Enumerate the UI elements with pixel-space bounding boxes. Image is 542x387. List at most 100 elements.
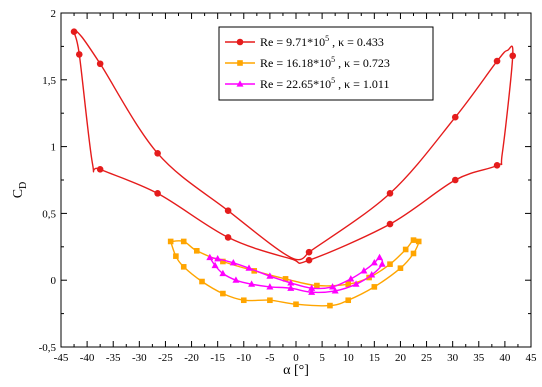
x-tick-label: 25 <box>421 352 433 364</box>
data-point-square <box>180 264 187 270</box>
legend-label: Re = 16.18*105 , κ = 0.723 <box>260 55 390 70</box>
data-point-square <box>314 282 320 289</box>
x-tick-label: -25 <box>158 352 173 364</box>
x-tick-label: 20 <box>395 352 407 364</box>
data-point-triangle <box>308 284 316 291</box>
data-point-square <box>415 238 422 245</box>
series-square <box>167 237 422 309</box>
y-tick-label: 0 <box>51 275 57 287</box>
x-tick-label: 45 <box>526 352 538 364</box>
legend-label: Re = 9.71*105 , κ = 0.433 <box>260 34 384 49</box>
data-point-square <box>345 297 352 304</box>
data-point-triangle <box>352 280 360 287</box>
x-tick-label: 10 <box>343 352 355 364</box>
data-point-square <box>293 301 299 308</box>
series-line <box>73 29 514 264</box>
data-point-triangle <box>232 276 240 283</box>
data-point-square <box>193 248 200 254</box>
series-circle <box>70 28 517 264</box>
data-point-circle <box>96 60 104 68</box>
x-tick-label: -10 <box>236 352 251 364</box>
data-point-triangle <box>266 272 274 279</box>
data-point-triangle <box>211 261 219 269</box>
series-triangle <box>206 253 386 295</box>
data-point-circle <box>305 256 313 264</box>
data-point-triangle <box>347 275 355 282</box>
data-point-triangle <box>206 253 214 261</box>
x-axis-label: α [°] <box>283 363 309 378</box>
data-point-circle <box>236 38 244 46</box>
data-point-square <box>173 253 179 259</box>
data-point-triangle <box>245 264 253 271</box>
data-point-circle <box>386 220 394 228</box>
data-point-circle <box>493 162 501 169</box>
data-point-triangle <box>266 283 274 290</box>
data-point-circle <box>305 248 313 256</box>
data-point-triangle <box>214 255 222 262</box>
x-tick-label: -5 <box>265 352 275 364</box>
data-point-circle <box>386 190 394 197</box>
data-point-circle <box>224 234 232 241</box>
data-point-square <box>237 60 243 66</box>
data-point-circle <box>154 149 161 157</box>
y-tick-label: 0,5 <box>42 208 56 220</box>
data-point-circle <box>224 207 232 215</box>
data-point-triangle <box>360 267 368 274</box>
series-line <box>209 256 384 294</box>
data-point-square <box>371 284 378 290</box>
data-point-triangle <box>229 259 237 266</box>
data-point-triangle <box>287 279 295 286</box>
y-tick-label: 1 <box>51 142 57 154</box>
data-point-square <box>240 297 247 304</box>
x-tick-label: 35 <box>473 352 485 364</box>
data-point-triangle <box>378 260 386 267</box>
data-point-square <box>397 265 404 271</box>
x-tick-label: -30 <box>132 352 147 364</box>
data-point-square <box>327 302 333 309</box>
x-tick-label: 40 <box>499 352 511 364</box>
data-point-circle <box>75 51 83 58</box>
data-point-circle <box>154 190 161 197</box>
data-point-square <box>220 258 226 265</box>
x-tick-label: -20 <box>184 352 199 364</box>
data-point-square <box>220 290 226 297</box>
data-point-square <box>180 238 187 245</box>
data-point-triangle <box>236 80 244 87</box>
y-tick-label: 1,5 <box>42 75 56 87</box>
data-point-circle <box>451 176 459 184</box>
data-point-square <box>410 237 417 243</box>
data-point-square <box>167 238 174 245</box>
x-tick-label: 30 <box>447 352 459 364</box>
data-point-triangle <box>331 287 339 294</box>
data-point-circle <box>96 166 104 173</box>
data-point-square <box>345 281 352 288</box>
data-point-circle <box>451 113 459 121</box>
legend-label: Re = 22.65*105 , κ = 1.011 <box>260 76 389 91</box>
data-point-triangle <box>368 271 376 278</box>
data-point-triangle <box>370 259 378 266</box>
data-point-circle <box>70 28 78 36</box>
x-tick-label: -45 <box>54 352 69 364</box>
y-tick-label: 2 <box>51 8 57 20</box>
x-tick-label: 15 <box>369 352 381 364</box>
data-point-triangle <box>219 269 227 277</box>
x-tick-label: 5 <box>319 352 325 364</box>
data-point-circle <box>493 57 501 65</box>
y-axis-label: CD <box>11 182 29 199</box>
data-point-square <box>267 297 273 304</box>
data-point-triangle <box>329 283 337 290</box>
series-line <box>170 238 420 307</box>
data-point-triangle <box>308 288 316 295</box>
data-point-triangle <box>376 253 384 261</box>
data-point-square <box>387 261 393 267</box>
x-tick-label: -35 <box>106 352 121 364</box>
x-tick-label: 0 <box>293 352 299 364</box>
data-point-triangle <box>248 280 256 287</box>
data-point-square <box>410 250 417 257</box>
x-tick-label: -15 <box>210 352 225 364</box>
x-tick-label: -40 <box>80 352 95 364</box>
data-point-square <box>199 278 205 285</box>
data-point-square <box>402 246 409 253</box>
